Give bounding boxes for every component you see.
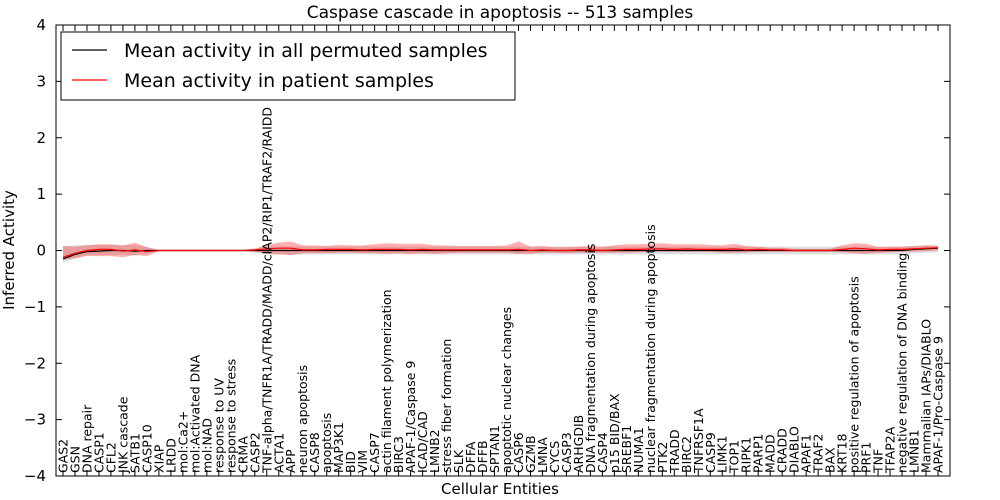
x-tick-label: response to stress <box>223 359 238 473</box>
x-tick-label: PRF1 <box>859 442 874 473</box>
x-tick-label: BID <box>343 451 358 473</box>
x-tick-label: SPTAN1 <box>487 425 502 473</box>
x-tick-label: TRAF2 <box>811 433 826 474</box>
legend-box <box>60 31 516 101</box>
y-tick-label: 4 <box>36 16 46 34</box>
x-tick-label: SATB1 <box>127 433 142 473</box>
chart-title: Caspase cascade in apoptosis -- 513 samp… <box>307 3 694 23</box>
y-tick-label: −1 <box>24 298 46 316</box>
y-tick-label: 0 <box>36 242 46 260</box>
x-tick-label: TOP1 <box>727 440 742 474</box>
x-tick-label: DFFA <box>463 441 478 473</box>
x-tick-label: CFL2 <box>103 442 118 473</box>
x-tick-label: response to UV <box>211 378 226 473</box>
x-tick-label: nuclear fragmentation during apoptosis <box>643 224 658 473</box>
x-tick-label: CRADD <box>775 428 790 473</box>
y-tick-label: 1 <box>36 185 46 203</box>
x-tick-label: GSN <box>68 446 83 473</box>
x-tick-label: CASP6 <box>511 432 526 473</box>
x-tick-label: LMNB2 <box>427 429 442 473</box>
x-tick-label: TNF <box>871 449 886 474</box>
x-tick-label: LMNB1 <box>907 429 922 473</box>
x-tick-label: VIM <box>355 450 370 473</box>
x-tick-label: Mammalian IAPs/DIABLO <box>919 319 934 473</box>
x-tick-label: BIRC2 <box>679 436 694 473</box>
x-tick-label: MAP3K1 <box>331 422 346 473</box>
x-tick-label: CRMA <box>235 436 250 473</box>
x-tick-label: CASP7 <box>367 432 382 473</box>
x-tick-label: ACTA1 <box>271 433 286 473</box>
x-tick-label: CASP10 <box>139 424 154 473</box>
x-tick-label: apoptosis <box>319 413 334 473</box>
x-tick-label: JNK cascade <box>115 396 130 474</box>
y-tick-label: 3 <box>36 72 46 90</box>
x-tick-label: BIRC3 <box>391 436 406 473</box>
x-tick-label: CASP8 <box>307 432 322 473</box>
y-tick-label: −3 <box>24 411 46 429</box>
x-tick-label: DIABLO <box>787 426 802 473</box>
x-tick-label: CYCS <box>547 441 562 473</box>
y-tick-label: 2 <box>36 129 46 147</box>
x-tick-label: PTK2 <box>655 442 670 473</box>
y-axis-label: Inferred Activity <box>0 190 18 310</box>
x-tick-label: neuron apoptosis <box>295 365 310 473</box>
legend-label-patient: Mean activity in patient samples <box>124 70 434 92</box>
x-tick-label: TNF-alpha/TNFR1A/TRADD/MADD/cIAP2/RIP1/T… <box>259 107 274 474</box>
x-tick-label: APAF-1/Pro-Caspase 9 <box>931 336 946 473</box>
x-tick-label: CASP9 <box>703 432 718 473</box>
x-tick-label: actin filament polymerization <box>379 289 394 473</box>
lines-layer <box>62 247 939 260</box>
x-tick-label: KRT18 <box>835 433 850 473</box>
x-tick-label: negative regulation of DNA binding <box>895 253 910 473</box>
x-tick-label: DNA fragmentation during apoptosis <box>583 244 598 473</box>
bands-layer <box>63 241 938 263</box>
x-axis-label: Cellular Entities <box>441 480 559 498</box>
x-tick-label: LRDD <box>163 438 178 473</box>
x-tick-label: CASP1 <box>92 432 107 473</box>
x-tick-label: PARP1 <box>751 434 766 473</box>
x-tick-label: apoptotic nuclear changes <box>499 307 514 473</box>
y-tick-label: −2 <box>24 354 46 372</box>
x-tick-label: ICAD/CAD <box>415 411 430 473</box>
x-tick-label: NUMA1 <box>631 427 646 473</box>
x-tick-label: ARHGDIB <box>571 415 586 473</box>
x-tick-label: RIPK1 <box>739 437 754 473</box>
x-tick-label: TRADD <box>667 429 682 474</box>
x-tick-label: CASP2 <box>247 432 262 473</box>
legend-label-permuted: Mean activity in all permuted samples <box>124 40 487 62</box>
legend: Mean activity in all permuted samples Me… <box>60 31 516 101</box>
x-tick-label: p15 BID/BAX <box>607 393 622 473</box>
x-tick-label: XIAP <box>151 444 166 473</box>
y-tick-label: −4 <box>24 467 46 485</box>
x-tick-label: APAF-1/Caspase 9 <box>403 361 418 473</box>
x-tick-label: MADD <box>763 434 778 473</box>
x-tick-label: TNFRSF1A <box>691 408 706 474</box>
x-tick-label: mol:NAD <box>199 418 214 473</box>
x-tick-label: stress fiber formation <box>439 339 454 473</box>
x-tick-label: positive regulation of apoptosis <box>847 276 862 473</box>
x-tick-label: SREBF1 <box>619 425 634 473</box>
y-axis: −4 −3 −2 −1 0 1 2 3 4 <box>24 16 950 485</box>
x-tick-label: LMNA <box>535 437 550 473</box>
x-tick-label: APAF1 <box>799 434 814 473</box>
series-line-1 <box>62 247 939 258</box>
x-tick-label: mol:Activated DNA <box>187 354 202 473</box>
x-tick-label: SLK <box>451 449 466 473</box>
x-tick-label: LIMK1 <box>715 435 730 473</box>
x-tick-label: DFFB <box>475 440 490 473</box>
x-tick-label: CASP4 <box>595 432 610 473</box>
x-tick-label: TFAP2A <box>883 426 898 474</box>
x-tick-label: GAS2 <box>56 439 71 473</box>
x-tick-label: GZMB <box>523 435 538 473</box>
x-tick-label: DNA repair <box>80 404 95 473</box>
x-tick-label: mol:Ca2+ <box>175 411 190 473</box>
x-tick-label: APP <box>283 449 298 473</box>
x-tick-label: BAX <box>823 447 838 473</box>
x-tick-label: CASP3 <box>559 432 574 473</box>
